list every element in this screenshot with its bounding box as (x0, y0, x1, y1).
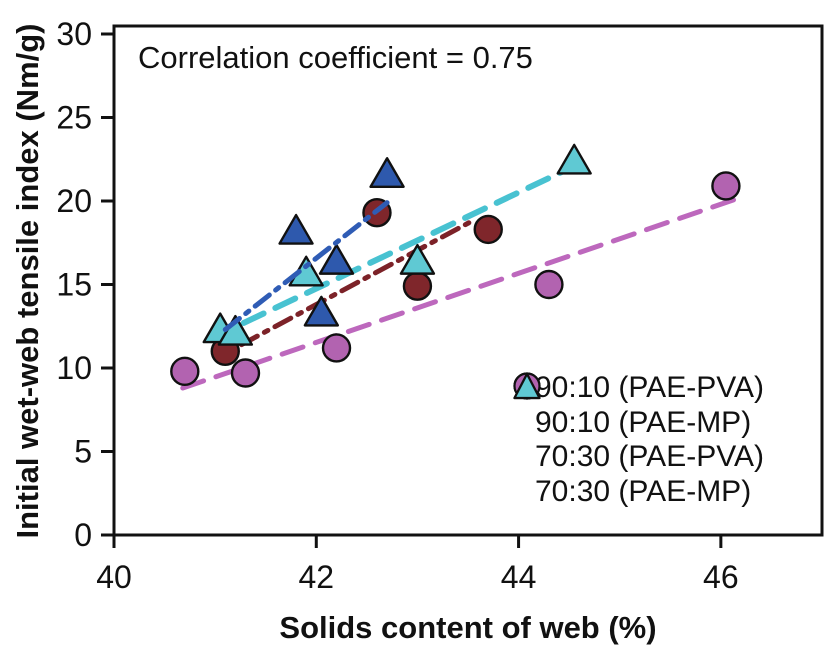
data-point-70-30-pae-mp- (288, 255, 324, 287)
legend-item-70-30-pae-pva: 70:30 (PAE-PVA) (509, 372, 764, 475)
data-point-90-10-pae-mp- (711, 171, 741, 201)
data-point-70-30-pae-pva- (318, 243, 355, 275)
data-point-90-10-pae-pva- (473, 214, 503, 245)
x-tick-label: 40 (96, 559, 132, 595)
legend-label: 70:30 (PAE-PVA) (535, 440, 764, 474)
y-tick-label: 15 (56, 267, 92, 303)
y-tick-label: 10 (56, 350, 92, 386)
data-point-70-30-pae-mp- (399, 243, 436, 275)
legend-label: 90:10 (PAE-MP) (535, 405, 752, 439)
y-tick-label: 25 (56, 100, 92, 136)
x-axis-title: Solids content of web (%) (279, 610, 657, 645)
y-tick-label: 5 (74, 434, 92, 470)
data-point-70-30-pae-pva- (369, 157, 405, 188)
trend-line-90-10-pae-pva- (238, 218, 475, 348)
data-point-90-10-pae-mp- (321, 333, 352, 363)
x-tick-label: 44 (501, 559, 537, 595)
legend: 90:10 (PAE-PVA) 90:10 (PAE-MP) 70:30 (PA… (509, 371, 764, 509)
correlation-annotation: Correlation coefficient = 0.75 (138, 40, 533, 75)
data-point-90-10-pae-pva- (402, 271, 433, 301)
y-tick-label: 0 (74, 517, 92, 553)
y-tick-label: 30 (56, 16, 92, 52)
data-point-90-10-pae-mp- (230, 358, 261, 388)
trend-line-70-30-pae-mp- (209, 162, 580, 341)
legend-item-90-10-pae-pva: 90:10 (PAE-PVA) (509, 371, 764, 406)
data-point-90-10-pae-mp- (170, 356, 200, 387)
data-point-70-30-pae-pva- (303, 295, 340, 327)
y-tick-label: 20 (56, 183, 92, 219)
trend-line-70-30-pae-pva- (222, 200, 390, 333)
legend-item-70-30-pae-mp: 70:30 (PAE-MP) (509, 372, 764, 510)
legend-label: 90:10 (PAE-PVA) (535, 371, 764, 405)
plot-frame (112, 24, 824, 537)
legend-label: 70:30 (PAE-MP) (535, 474, 752, 508)
data-point-70-30-pae-mp- (556, 143, 592, 175)
legend-marker-triangle-cyan (513, 372, 541, 400)
y-axis-title: Initial wet-web tensile index (Nm/g) (10, 23, 45, 539)
legend-item-90-10-pae-mp: 90:10 (PAE-MP) (509, 372, 764, 441)
x-tick-label: 42 (298, 559, 334, 595)
data-point-90-10-pae-mp- (534, 269, 564, 300)
data-point-70-30-pae-pva- (278, 213, 314, 245)
trend-line-90-10-pae-mp- (180, 195, 743, 391)
x-tick-label: 46 (703, 559, 739, 595)
